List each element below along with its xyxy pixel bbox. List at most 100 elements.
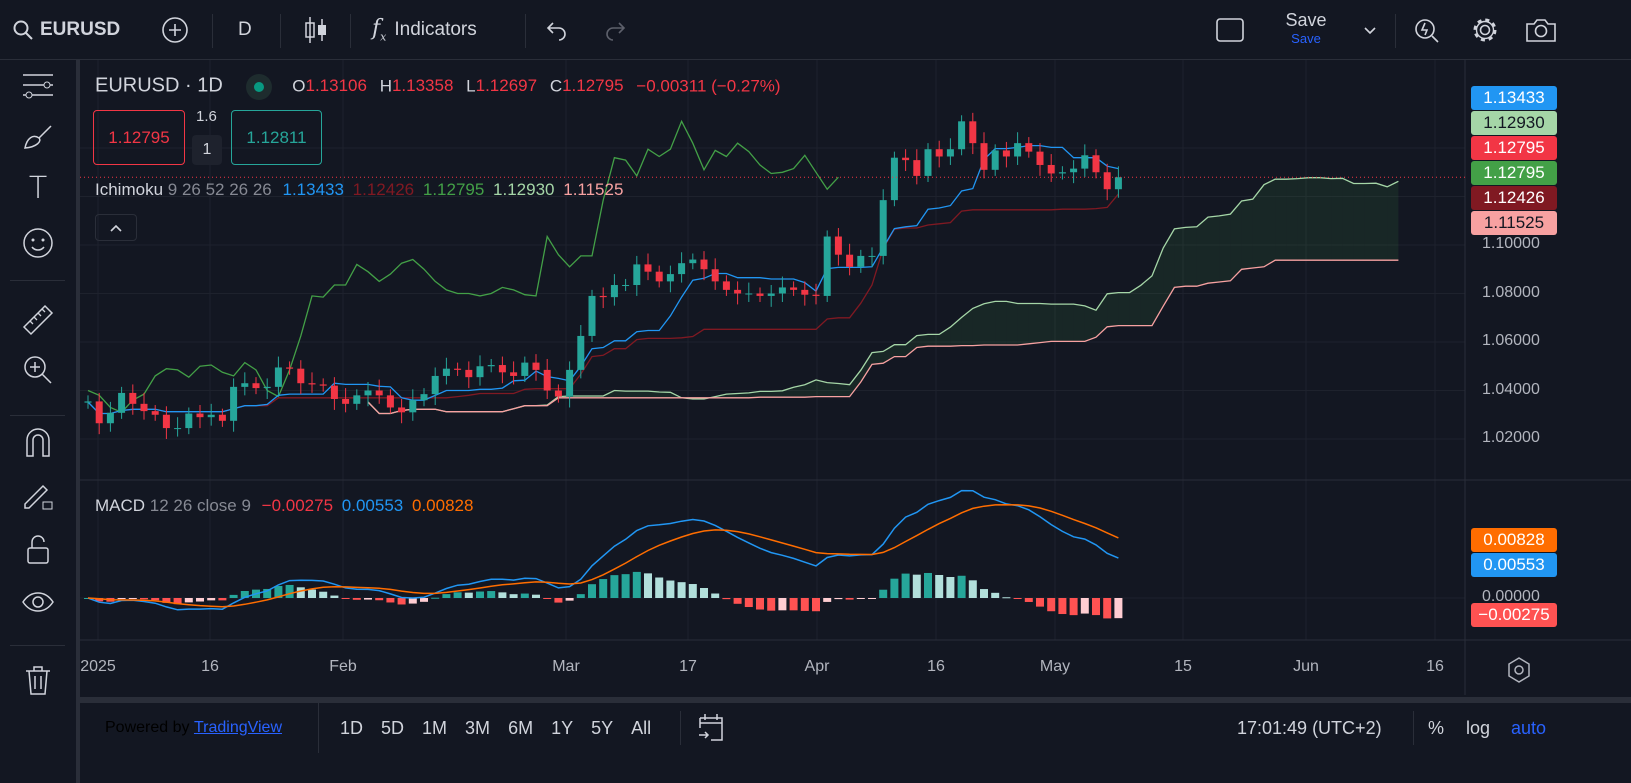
- candle: [666, 274, 674, 282]
- chikou-span: [87, 119, 839, 414]
- kumo-cloud: [782, 387, 794, 398]
- macd-histogram-bar: [420, 598, 428, 602]
- macd-histogram-bar: [296, 587, 305, 598]
- candle: [185, 413, 193, 429]
- layout-button[interactable]: [1215, 0, 1245, 60]
- macd-histogram-bar: [565, 598, 574, 601]
- candle: [342, 398, 350, 404]
- kumo-cloud: [1028, 303, 1040, 344]
- macd-histogram-bar: [868, 598, 876, 599]
- macd-histogram-bar: [509, 594, 518, 598]
- candle: [521, 362, 529, 376]
- indicators-button[interactable]: fx Indicators: [372, 16, 477, 44]
- macd-legend[interactable]: MACD 12 26 close 9 −0.00275 0.00553 0.00…: [95, 496, 474, 515]
- redo-button[interactable]: [603, 0, 627, 60]
- compare-button[interactable]: [160, 0, 190, 60]
- time-tick: Mar: [552, 658, 580, 675]
- buy-button[interactable]: 1.12811: [231, 110, 322, 165]
- zoom-tool[interactable]: [18, 350, 58, 390]
- candle: [991, 150, 999, 170]
- macd-histogram-bar: [688, 584, 697, 598]
- auto-toggle[interactable]: auto: [1511, 717, 1547, 738]
- delete-tool[interactable]: [18, 660, 58, 700]
- macd-histogram-bar: [173, 598, 182, 605]
- clock-timezone[interactable]: 17:01:49 (UTC+2): [1237, 717, 1382, 738]
- macd-histogram-bar: [532, 594, 540, 598]
- alert-button[interactable]: [1412, 0, 1442, 60]
- quantity-value[interactable]: 1: [192, 135, 222, 165]
- range-tab-3m[interactable]: 3M: [465, 717, 491, 738]
- lock-all-tool[interactable]: [18, 530, 58, 570]
- brush-tool[interactable]: [18, 117, 58, 157]
- sell-button[interactable]: 1.12795: [93, 110, 185, 165]
- macd-histogram-bar: [408, 598, 417, 604]
- settings-button[interactable]: [1470, 0, 1500, 60]
- macd-histogram-bar: [588, 584, 596, 598]
- chart-type-button[interactable]: [304, 0, 328, 60]
- range-tab-all[interactable]: All: [631, 717, 652, 738]
- plus-circle-icon: [162, 17, 188, 43]
- hide-tool[interactable]: [18, 583, 58, 623]
- candle: [241, 383, 249, 387]
- log-toggle[interactable]: log: [1466, 717, 1491, 738]
- legend-symbol[interactable]: EURUSD · 1D: [95, 74, 223, 97]
- macd-histogram-bar: [498, 592, 507, 598]
- candle: [588, 295, 596, 336]
- macd-histogram-bar: [364, 598, 372, 600]
- range-tab-5d[interactable]: 5D: [381, 717, 405, 738]
- kumo-cloud: [1219, 214, 1231, 282]
- candle: [745, 293, 753, 295]
- macd-histogram-bar: [599, 579, 608, 598]
- bottom-toolbar: Powered by TradingView 1D 5D 1M 3M 6M 1Y 5Y All…: [80, 697, 1631, 753]
- measure-tool[interactable]: [18, 300, 58, 340]
- screenshot-button[interactable]: [1524, 0, 1558, 60]
- macd-histogram-bar: [733, 598, 742, 604]
- save-button[interactable]: Save Save: [1285, 10, 1327, 46]
- candle: [1036, 151, 1044, 165]
- kumo-cloud: [872, 351, 884, 365]
- goto-date-button[interactable]: [697, 703, 725, 753]
- candle: [330, 385, 338, 399]
- emoji-tool[interactable]: [18, 223, 58, 263]
- kumo-cloud: [950, 317, 962, 347]
- candle: [532, 362, 540, 370]
- candle: [1114, 177, 1122, 190]
- candle: [711, 269, 719, 282]
- kumo-cloud: [1040, 303, 1052, 343]
- kumo-cloud: [1196, 217, 1208, 287]
- market-status-icon[interactable]: [245, 74, 272, 100]
- interval-button[interactable]: D: [238, 19, 252, 40]
- percent-toggle[interactable]: %: [1428, 717, 1445, 738]
- lock-drawing-tool[interactable]: [18, 475, 58, 515]
- macd-histogram-bar: [1058, 598, 1067, 615]
- candle: [465, 369, 473, 378]
- save-menu-button[interactable]: [1362, 0, 1378, 60]
- macd-histogram-bar: [487, 591, 496, 598]
- trend-line-tool[interactable]: [18, 65, 58, 105]
- candle: [297, 368, 305, 384]
- tradingview-link[interactable]: TradingView: [193, 719, 282, 736]
- text-tool[interactable]: T: [18, 168, 58, 208]
- macd-histogram-bar: [1092, 598, 1100, 616]
- candle: [633, 264, 641, 286]
- macd-histogram-bar: [722, 598, 731, 600]
- kumo-cloud: [1331, 178, 1343, 261]
- collapse-legend-button[interactable]: [95, 214, 137, 241]
- range-tab-6m[interactable]: 6M: [508, 717, 534, 738]
- ichimoku-legend[interactable]: Ichimoku 9 26 52 26 26 1.13433 1.12426 1…: [95, 180, 624, 199]
- candle: [454, 368, 462, 370]
- candle: [274, 367, 282, 387]
- range-tab-1m[interactable]: 1M: [422, 717, 448, 738]
- undo-button[interactable]: [545, 0, 569, 60]
- macd-histogram-bar: [890, 578, 899, 598]
- macd-histogram-bar: [812, 598, 820, 612]
- axis-settings-button[interactable]: [1506, 656, 1532, 689]
- kumo-cloud: [636, 391, 648, 398]
- symbol-search[interactable]: EURUSD: [12, 0, 120, 60]
- range-tab-1d[interactable]: 1D: [340, 717, 364, 738]
- range-tab-1y[interactable]: 1Y: [551, 717, 574, 738]
- range-tab-5y[interactable]: 5Y: [591, 717, 614, 738]
- magnet-tool[interactable]: [18, 423, 58, 463]
- time-tick: 16: [1426, 658, 1444, 675]
